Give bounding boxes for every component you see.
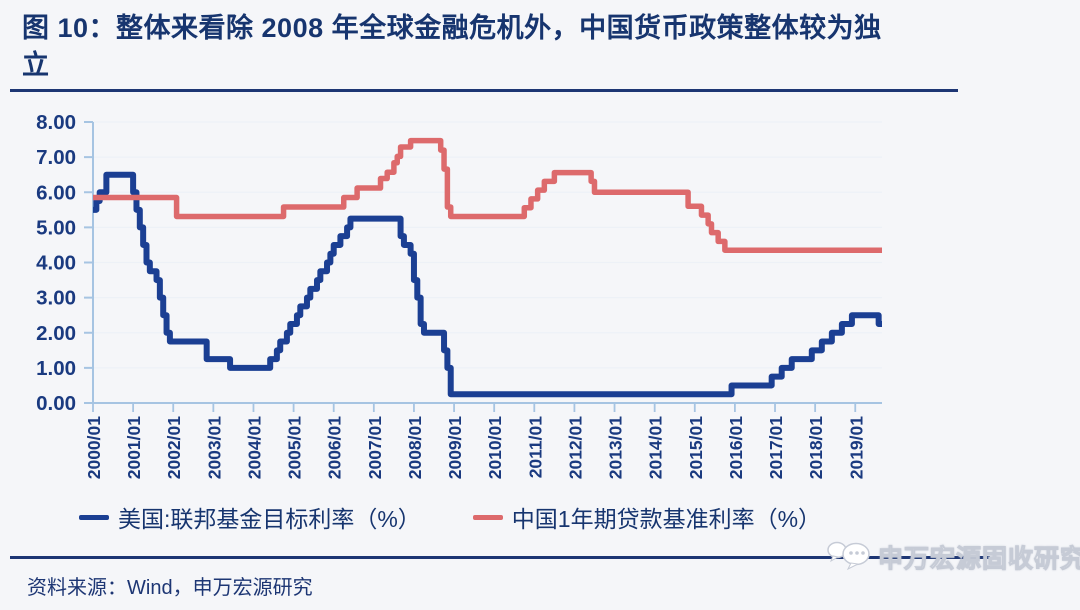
x-axis-tick-label: 2000/01	[84, 416, 104, 480]
y-axis-tick-label: 5.00	[36, 216, 76, 239]
x-axis-tick-label: 2010/01	[485, 416, 505, 480]
chart-legend: 美国:联邦基金目标利率（%） 中国1年期贷款基准利率（%）	[0, 500, 900, 534]
y-axis-tick-label: 0.00	[36, 392, 76, 415]
y-axis-tick-label: 8.00	[36, 111, 76, 134]
x-axis-tick-label: 2007/01	[365, 416, 385, 480]
x-axis-tick-label: 2011/01	[525, 416, 545, 479]
y-axis-tick-label: 1.00	[36, 357, 76, 380]
legend-label-us: 美国:联邦基金目标利率（%）	[117, 506, 421, 532]
figure-title-line1: 图 10：整体来看除 2008 年全球金融危机外，中国货币政策整体较为独	[22, 13, 882, 43]
x-axis-tick-label: 2006/01	[325, 416, 345, 480]
legend-item-china: 中国1年期贷款基准利率（%）	[472, 500, 822, 534]
x-axis-tick-label: 2002/01	[164, 416, 184, 480]
x-axis-tick-label: 2008/01	[405, 416, 425, 480]
figure-title-line2: 立	[22, 50, 50, 80]
bottom-divider	[10, 556, 990, 559]
y-axis-tick-label: 6.00	[36, 181, 76, 204]
y-axis-tick-label: 4.00	[36, 252, 76, 275]
source-note: 资料来源：Wind，申万宏源研究	[27, 577, 313, 599]
x-axis-tick-label: 2004/01	[244, 416, 264, 480]
watermark-label: 申万宏源固收研究	[877, 545, 1080, 574]
x-axis-tick-label: 2005/01	[285, 416, 305, 480]
x-axis-tick-label: 2003/01	[204, 416, 224, 480]
rates-step-chart: 0.00 1.00 2.00 3.00 4.00 5.00 6.00 7.00 8.00 2000…	[36, 111, 882, 480]
x-axis-tick-label: 2009/01	[445, 416, 465, 480]
y-axis-tick-label: 2.00	[36, 322, 76, 345]
x-axis-tick-label: 2017/01	[766, 416, 786, 480]
x-axis-tick-label: 2015/01	[686, 416, 706, 480]
watermark: 申万宏源固收研究	[825, 538, 1080, 576]
china-loan-rate-line	[93, 137, 882, 253]
legend-label-china: 中国1年期贷款基准利率（%）	[511, 506, 822, 532]
wechat-bubbles-icon	[827, 541, 870, 571]
y-axis-tick-label: 7.00	[36, 146, 76, 169]
figure-title: 图 10：整体来看除 2008 年全球金融危机外，中国货币政策整体较为独 立	[0, 0, 1080, 84]
us-line-swatch	[78, 514, 109, 520]
x-axis-tick-label: 2018/01	[806, 416, 826, 480]
y-axis-tick-label: 3.00	[36, 287, 76, 310]
x-axis-tick-label: 2013/01	[606, 416, 626, 480]
us-fed-funds-rate-line	[93, 171, 882, 398]
legend-item-us: 美国:联邦基金目标利率（%）	[78, 500, 421, 534]
china-line-swatch	[472, 514, 503, 520]
x-axis-tick-label: 2019/01	[846, 416, 866, 480]
x-axis-tick-label: 2016/01	[726, 416, 746, 480]
title-underline	[10, 89, 958, 92]
x-axis-tick-label: 2012/01	[565, 416, 585, 480]
x-axis-tick-label: 2001/01	[124, 416, 144, 480]
x-axis-tick-label: 2014/01	[646, 416, 666, 480]
chart-area: 0.00 1.00 2.00 3.00 4.00 5.00 6.00 7.00 8.00 2000…	[0, 100, 1080, 500]
